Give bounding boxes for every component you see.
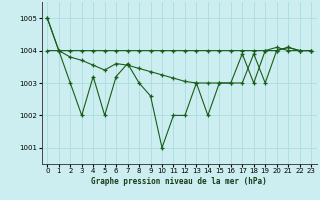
X-axis label: Graphe pression niveau de la mer (hPa): Graphe pression niveau de la mer (hPa) xyxy=(91,177,267,186)
